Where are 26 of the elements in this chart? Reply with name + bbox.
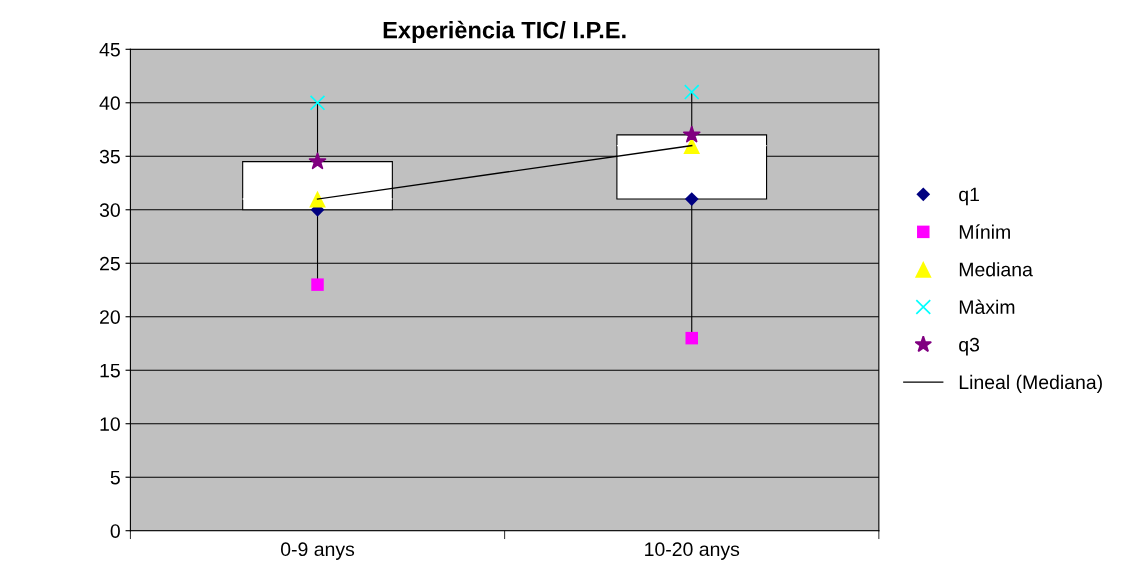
y-tick-label: 10 bbox=[100, 417, 120, 431]
point bbox=[309, 95, 326, 111]
y-tick-label: 25 bbox=[100, 256, 120, 271]
point bbox=[685, 331, 698, 345]
y-tick-label: 45 bbox=[99, 42, 120, 57]
point bbox=[682, 125, 701, 143]
y-tick-label: 40 bbox=[99, 96, 120, 111]
y-tick-label: 15 bbox=[100, 363, 120, 378]
point bbox=[311, 278, 324, 291]
legend-label: q3 bbox=[959, 337, 980, 356]
y-tick-label: 0 bbox=[110, 524, 120, 538]
y-tick-label: 20 bbox=[100, 310, 120, 324]
point bbox=[683, 84, 700, 100]
legend-label: Lineal (Mediana) bbox=[959, 374, 1102, 393]
chart-title: Experiència TIC/ I.P.E. bbox=[383, 20, 626, 44]
legend-label: Mínim bbox=[959, 224, 1010, 239]
legend-label: Mediana bbox=[959, 262, 1033, 277]
legend-label: Màxim bbox=[959, 299, 1015, 314]
point bbox=[308, 152, 327, 170]
y-tick-label: 35 bbox=[99, 149, 120, 164]
y-tick-label: 30 bbox=[99, 203, 120, 217]
point bbox=[684, 192, 699, 206]
x-tick-label: 0-9 anys bbox=[280, 542, 355, 560]
x-tick-label: 10-20 anys bbox=[645, 542, 740, 560]
y-tick-label: 5 bbox=[110, 470, 120, 485]
legend-label: q1 bbox=[959, 187, 979, 206]
